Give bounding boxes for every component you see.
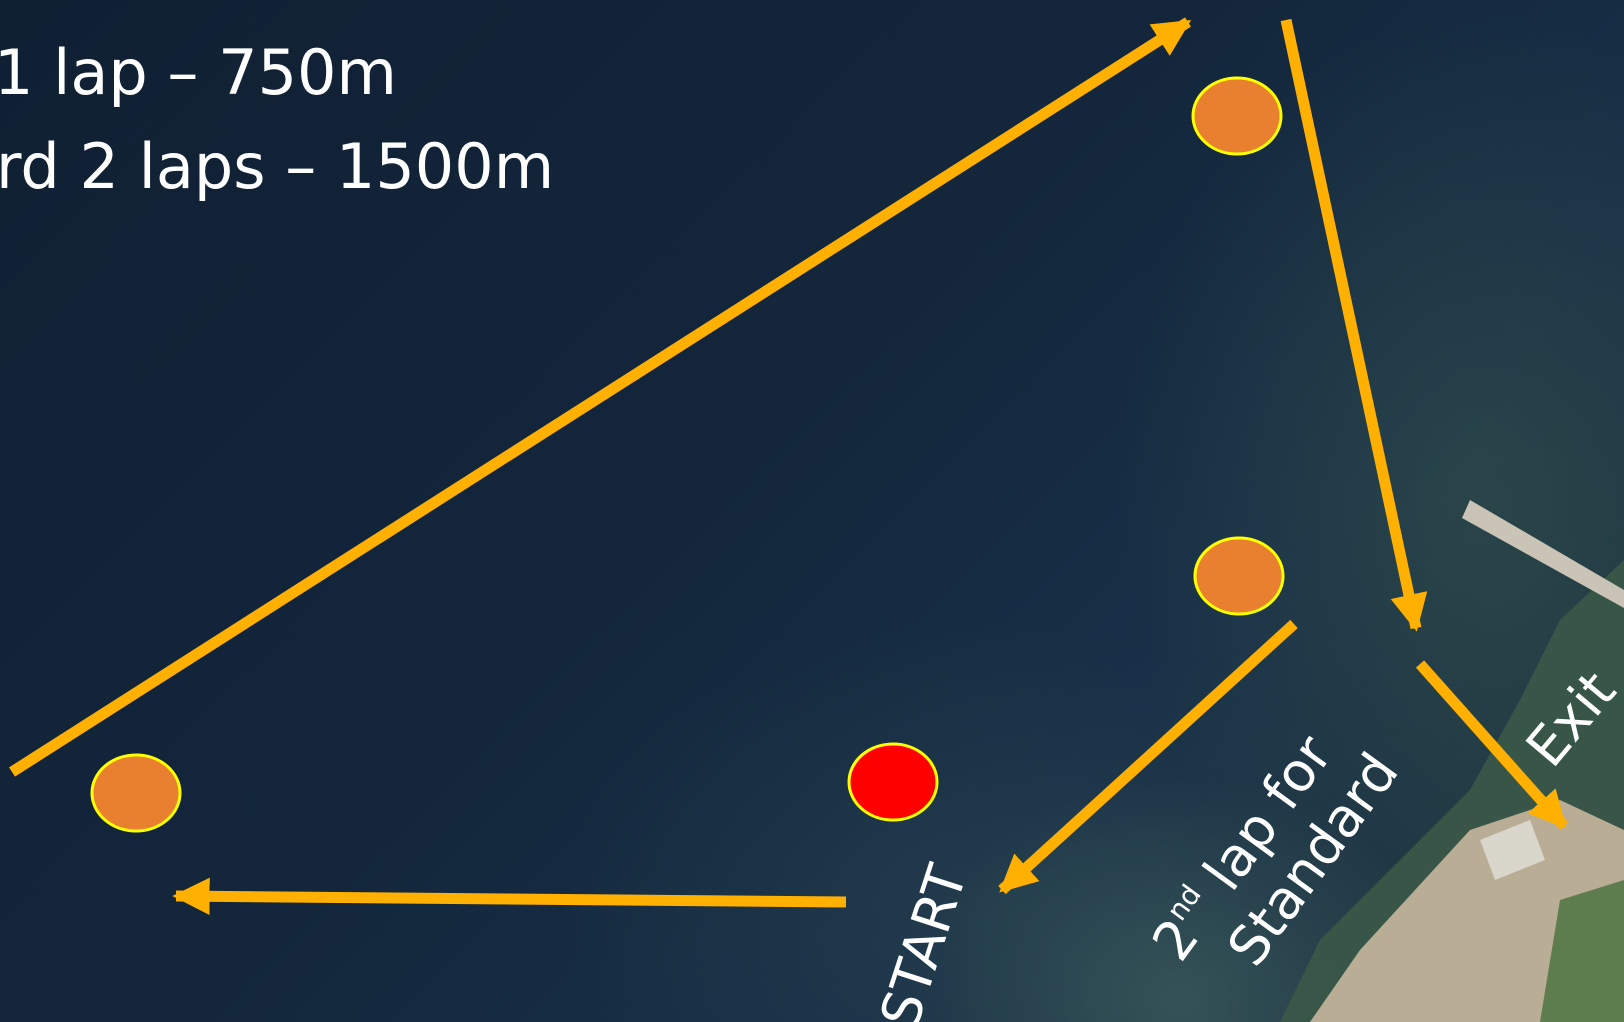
shoreline xyxy=(1280,500,1624,1022)
route-arrow-start-west xyxy=(172,877,847,916)
turn-buoy-middle xyxy=(1193,536,1285,616)
route-arrow-south xyxy=(1280,18,1428,632)
swim-route xyxy=(9,17,1569,916)
turn-buoy-top xyxy=(1191,76,1283,156)
route-arrow-exit xyxy=(1415,660,1569,830)
boat-ramp xyxy=(1480,820,1545,880)
start-buoy xyxy=(847,742,939,822)
jetty xyxy=(1462,500,1624,608)
turn-buoy-left xyxy=(90,753,182,833)
standard-distance-text: rd 2 laps – 1500m xyxy=(0,130,555,203)
route-arrow-northeast xyxy=(9,17,1192,777)
beach xyxy=(1310,800,1624,1022)
sprint-distance-text: 1 lap – 750m xyxy=(0,36,397,109)
buoys xyxy=(90,76,1285,833)
route-arrow-second-lap xyxy=(998,619,1298,895)
